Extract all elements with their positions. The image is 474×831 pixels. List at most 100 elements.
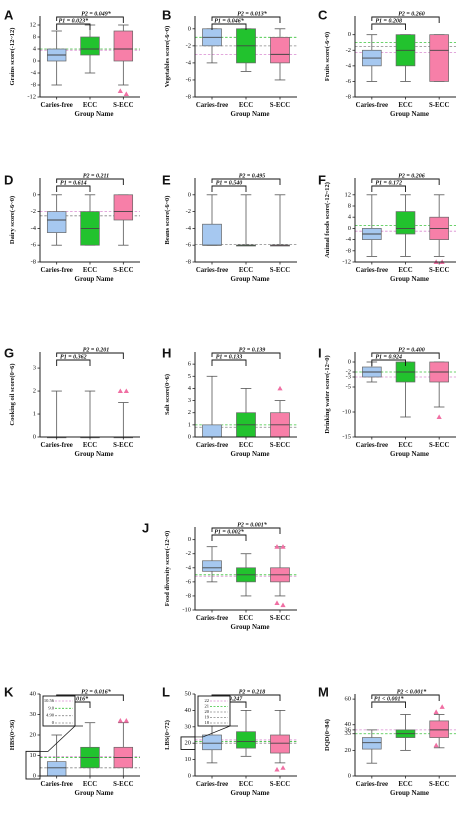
box-caries-free — [362, 194, 382, 257]
x-tick-label: Caries-free — [356, 781, 388, 788]
outlier-point — [280, 602, 286, 608]
y-tick-label: -8 — [186, 258, 191, 265]
y-tick-label: 40 — [185, 707, 192, 714]
zoom-connector — [195, 725, 238, 738]
box-iqr — [362, 737, 382, 750]
x-tick-label: Caries-free — [196, 102, 228, 109]
p1-bracket — [56, 185, 91, 192]
p2-label: P2 = 0.201 — [83, 348, 110, 354]
y-tick-label: -2 — [346, 368, 351, 375]
x-axis-label: Group Name — [231, 623, 270, 631]
x-tick-label: ECC — [239, 781, 253, 788]
y-axis-label: Beans score(-6~0) — [164, 196, 171, 245]
y-tick-label: 10 — [30, 752, 37, 759]
box-caries-free — [202, 28, 222, 64]
p2-label: P2 = 0.260 — [398, 12, 425, 18]
inset-tick-label: 18 — [205, 720, 210, 725]
y-tick-label: -2 — [31, 208, 36, 215]
inset-tick-label: 21 — [205, 704, 210, 709]
box-s-ecc — [429, 361, 449, 419]
y-axis-label: Salt score(0~6) — [164, 374, 171, 415]
box-s-ecc — [113, 718, 134, 777]
y-tick-label: 0 — [348, 31, 351, 38]
p1-label: P1 = 0.133 — [216, 355, 243, 361]
y-tick-label: -2 — [186, 550, 191, 557]
y-tick-label: -4 — [186, 225, 192, 232]
y-axis-label: LBS(0~72) — [164, 720, 171, 750]
y-axis-label: HBS(0~36) — [9, 720, 16, 750]
box-iqr — [202, 560, 222, 572]
x-tick-label: Caries-free — [40, 267, 72, 274]
panel-letter: C — [318, 8, 328, 23]
box-s-ecc — [113, 388, 134, 439]
inset-tick-label: 20 — [205, 709, 210, 714]
p1-bracket — [56, 23, 91, 30]
y-tick-label: 20 — [185, 740, 192, 747]
y-tick-label: 10 — [185, 756, 192, 763]
p2-label: P2 = 0.139 — [239, 348, 266, 354]
x-tick-label: ECC — [239, 102, 253, 109]
panel-letter: E — [162, 173, 171, 188]
p1-bracket — [371, 359, 406, 366]
y-tick-label: -10 — [342, 408, 351, 415]
y-tick-label: 2 — [188, 409, 191, 416]
x-tick-label: ECC — [83, 442, 97, 449]
y-axis-label: Dairy score(-6~0) — [9, 196, 16, 244]
y-tick-label: -12 — [342, 258, 351, 265]
p1-bracket — [371, 23, 406, 30]
outlier-point — [123, 91, 129, 96]
p2-label: P2 < 0.001* — [397, 689, 428, 696]
y-tick-label: 0 — [348, 772, 351, 779]
y-tick-label: -4 — [186, 59, 192, 66]
y-tick-label: -8 — [186, 93, 191, 100]
box-ecc — [395, 34, 416, 82]
x-tick-label: Caries-free — [356, 442, 388, 449]
x-tick-label: S-ECC — [429, 781, 449, 788]
outlier-point — [436, 414, 442, 419]
p2-bracket — [211, 178, 281, 185]
panel-letter: I — [318, 346, 322, 361]
p1-label: P1 = 0.046* — [214, 18, 245, 25]
p1-bracket — [371, 185, 406, 192]
box-caries-free — [46, 734, 67, 777]
box-iqr — [202, 424, 222, 438]
panel-letter: M — [318, 685, 329, 700]
p2-bracket — [56, 178, 124, 185]
outlier-point — [117, 88, 123, 93]
box-ecc — [395, 361, 416, 418]
p2-label: P2 = 0.001* — [237, 522, 268, 529]
y-tick-label: 8 — [348, 202, 351, 209]
y-tick-label: 6 — [188, 361, 192, 368]
p1-bracket — [211, 534, 247, 541]
p2-bracket — [371, 694, 440, 701]
x-tick-label: ECC — [398, 267, 412, 274]
y-tick-label: -3 — [346, 373, 351, 380]
p2-bracket — [371, 178, 440, 185]
box-ecc — [80, 390, 100, 439]
y-tick-label: -6 — [186, 76, 192, 83]
p1-label: P1 = 0.362 — [60, 355, 87, 361]
outlier-point — [439, 704, 445, 709]
x-tick-label: ECC — [83, 267, 97, 274]
box-caries-free — [46, 30, 67, 86]
y-axis-label: Cooking oil score(0~6) — [9, 363, 16, 425]
x-tick-label: S-ECC — [429, 102, 449, 109]
y-tick-label: -6 — [346, 78, 352, 85]
outlier-point — [123, 718, 129, 723]
inset-tick-label: 22 — [205, 698, 210, 703]
p1-bracket — [56, 359, 91, 366]
x-tick-label: ECC — [239, 615, 253, 622]
x-tick-label: ECC — [398, 781, 412, 788]
outlier-point — [274, 600, 280, 605]
x-tick-label: S-ECC — [270, 267, 290, 274]
x-tick-label: S-ECC — [113, 442, 133, 449]
x-axis-label: Group Name — [231, 789, 270, 797]
box-iqr — [429, 34, 449, 82]
